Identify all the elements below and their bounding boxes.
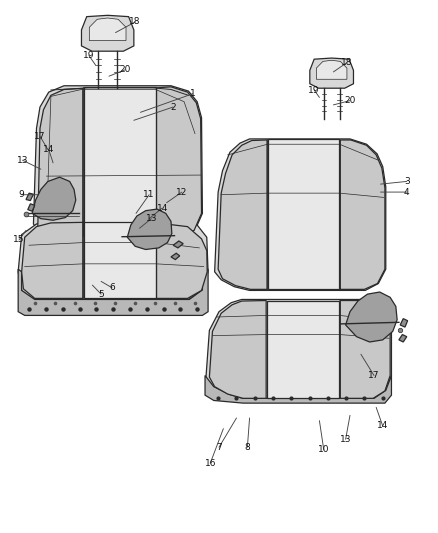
- Polygon shape: [310, 58, 353, 88]
- Text: 19: 19: [308, 85, 320, 94]
- Polygon shape: [127, 209, 172, 249]
- Text: 20: 20: [120, 66, 131, 74]
- Polygon shape: [400, 319, 408, 327]
- Polygon shape: [171, 253, 180, 260]
- Polygon shape: [218, 140, 267, 289]
- Text: 16: 16: [205, 459, 216, 467]
- Text: 4: 4: [404, 188, 410, 197]
- Polygon shape: [21, 222, 83, 298]
- Polygon shape: [340, 301, 390, 398]
- Polygon shape: [173, 241, 183, 248]
- Polygon shape: [18, 221, 208, 300]
- Polygon shape: [209, 301, 266, 398]
- Text: 13: 13: [145, 214, 157, 223]
- Text: 11: 11: [143, 190, 155, 199]
- Text: 2: 2: [170, 102, 176, 111]
- Text: 8: 8: [244, 443, 250, 452]
- Polygon shape: [18, 269, 208, 316]
- Text: 10: 10: [318, 446, 329, 455]
- Polygon shape: [84, 222, 155, 298]
- Text: 6: 6: [109, 283, 115, 292]
- Polygon shape: [84, 87, 155, 236]
- Polygon shape: [28, 204, 35, 211]
- Polygon shape: [156, 87, 201, 236]
- Polygon shape: [267, 301, 339, 398]
- Text: 17: 17: [34, 132, 46, 141]
- Polygon shape: [156, 223, 207, 298]
- Polygon shape: [33, 86, 202, 237]
- Text: 14: 14: [156, 204, 168, 213]
- Text: 18: 18: [129, 18, 141, 27]
- Text: 20: 20: [344, 96, 356, 105]
- Polygon shape: [346, 292, 397, 342]
- Polygon shape: [215, 139, 386, 290]
- Polygon shape: [89, 18, 126, 41]
- Text: 1: 1: [190, 89, 196, 98]
- Polygon shape: [205, 375, 392, 403]
- Text: 14: 14: [43, 145, 54, 154]
- Text: 7: 7: [216, 443, 222, 452]
- Text: 9: 9: [19, 190, 25, 199]
- Text: 12: 12: [176, 188, 187, 197]
- Polygon shape: [38, 88, 83, 236]
- Polygon shape: [399, 335, 407, 342]
- Polygon shape: [340, 140, 385, 289]
- Polygon shape: [81, 15, 134, 51]
- Polygon shape: [316, 60, 347, 79]
- Text: 18: 18: [341, 59, 352, 67]
- Text: 14: 14: [377, 422, 389, 431]
- Text: 15: 15: [13, 236, 25, 245]
- Polygon shape: [206, 300, 392, 399]
- Text: 3: 3: [404, 177, 410, 186]
- Text: 19: 19: [83, 51, 95, 60]
- Text: 5: 5: [98, 289, 104, 298]
- Text: 13: 13: [17, 156, 28, 165]
- Text: 17: 17: [368, 371, 380, 380]
- Polygon shape: [26, 193, 33, 200]
- Text: 13: 13: [340, 435, 351, 444]
- Polygon shape: [268, 140, 339, 289]
- Polygon shape: [32, 177, 76, 220]
